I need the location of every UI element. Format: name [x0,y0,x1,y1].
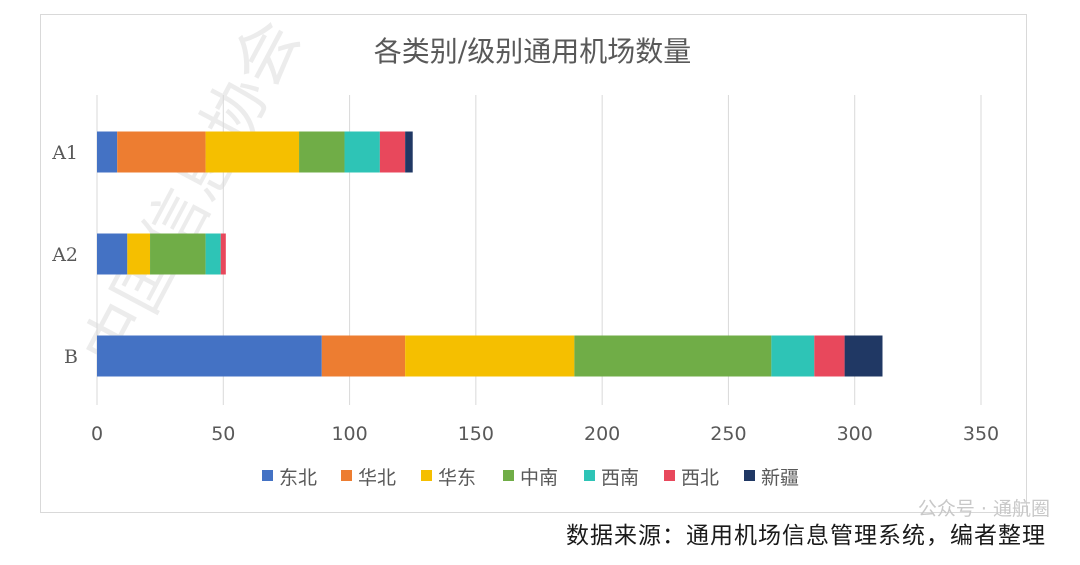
data-source-note: 数据来源：通用机场信息管理系统，编者整理 [566,523,1046,549]
y-tick-label: B [64,346,78,368]
x-tick-label: 100 [331,423,367,445]
chart-title: 各类别/级别通用机场数量 [373,35,692,68]
bar-segment-B-中南 [574,335,772,377]
legend-swatch [744,470,755,481]
bar-segment-B-华北 [321,335,406,377]
x-tick-label: 50 [211,423,235,445]
bar-segment-A2-中南 [150,233,206,275]
bar-segment-B-东北 [97,335,322,377]
bar-segment-A2-华东 [127,233,151,275]
y-tick-label: A1 [51,142,78,164]
bar-segment-A1-东北 [97,131,118,173]
legend-label: 西南 [601,467,639,489]
legend-label: 新疆 [761,467,799,489]
legend-swatch [584,470,595,481]
bar-segment-A2-东北 [97,233,128,275]
legend-label: 中南 [520,467,558,489]
legend-swatch [664,470,675,481]
bar-segment-A1-中南 [299,131,345,173]
legend-swatch [341,470,352,481]
legend: 东北 华北 华东 中南 西南 西北 新疆 [262,467,799,489]
bar-segment-B-华东 [405,335,575,377]
bar-segment-A2-西北 [220,233,226,275]
legend-swatch [421,470,432,481]
legend-label: 华北 [358,467,396,489]
legend-label: 华东 [438,467,476,489]
x-tick-label: 300 [837,423,873,445]
x-tick-label: 350 [963,423,999,445]
bar-segment-A1-华东 [205,131,300,173]
legend-label: 西北 [681,467,719,489]
bar-segment-B-西南 [771,335,815,377]
bar-segment-B-新疆 [844,335,883,377]
bar-segment-A1-华北 [117,131,206,173]
x-tick-label: 0 [91,423,103,445]
x-tick-label: 200 [584,423,620,445]
y-tick-label: A2 [51,244,78,266]
x-axis-labels: 0 50 100 150 200 250 300 350 [91,423,999,445]
legend-swatch [503,470,514,481]
y-axis-labels: A1 A2 B [51,142,78,368]
legend-label: 东北 [279,467,317,489]
legend-swatch [262,470,273,481]
x-tick-label: 150 [458,423,494,445]
bars [97,131,883,377]
bar-segment-A2-西南 [205,233,221,275]
bar-segment-B-西北 [814,335,845,377]
bar-segment-A1-西北 [379,131,406,173]
bar-segment-A1-西南 [344,131,380,173]
bar-segment-A1-新疆 [405,131,413,173]
account-watermark: 公众号 · 通航圈 [917,498,1050,520]
x-tick-label: 250 [710,423,746,445]
